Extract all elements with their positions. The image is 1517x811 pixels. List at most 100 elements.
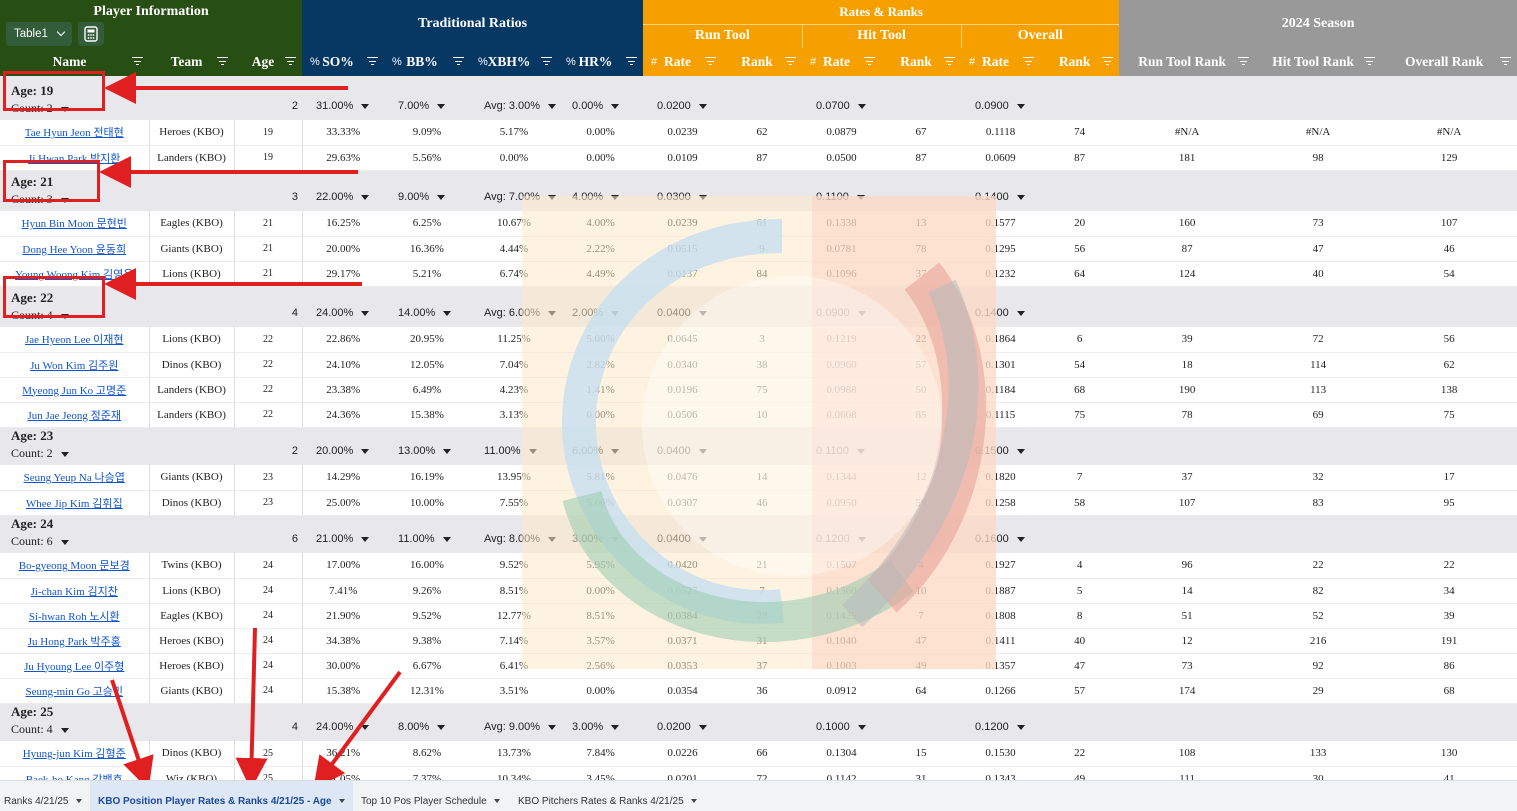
summary-ovr[interactable]: 0.1200 bbox=[961, 703, 1041, 741]
caret-down-icon[interactable] bbox=[60, 727, 69, 733]
caret-down-icon[interactable] bbox=[361, 536, 370, 542]
summary-hit[interactable]: 0.1100 bbox=[802, 170, 882, 211]
summary-ovr[interactable]: 0.1400 bbox=[961, 286, 1041, 327]
caret-down-icon[interactable] bbox=[361, 194, 370, 200]
caret-down-icon[interactable] bbox=[443, 448, 452, 454]
caret-down-icon[interactable] bbox=[1016, 448, 1025, 454]
caret-down-icon[interactable] bbox=[856, 194, 865, 200]
summary-so[interactable]: 21.00% bbox=[302, 515, 385, 553]
table-row[interactable]: Jae Hyeon Lee 이재현 Lions (KBO) 22 22.86% 20.9… bbox=[0, 327, 1517, 353]
caret-down-icon[interactable] bbox=[698, 536, 707, 542]
caret-down-icon[interactable] bbox=[690, 799, 697, 804]
summary-hr[interactable]: 6.00% bbox=[558, 427, 644, 465]
player-name-link[interactable]: Seung-min Go 고승민 bbox=[0, 678, 150, 704]
table-row[interactable]: Ju Won Kim 김주원 Dinos (KBO) 22 24.10% 12.05% 7… bbox=[0, 352, 1517, 378]
player-name-link[interactable]: Hyun Bin Moon 문현빈 bbox=[0, 211, 150, 237]
summary-run[interactable]: 0.0300 bbox=[643, 170, 723, 211]
age-group-row[interactable]: Age: 24 Count: 6 6 21.00% 11.00% Avg: 8.00% 3.… bbox=[0, 515, 1517, 553]
summary-ovr[interactable]: 0.1600 bbox=[961, 515, 1041, 553]
table-row[interactable]: Whee Jip Kim 김휘집 Dinos (KBO) 23 25.00% 10.00… bbox=[0, 490, 1517, 516]
table-row[interactable]: Bo-gyeong Moon 문보경 Twins (KBO) 24 17.00% 16.… bbox=[0, 553, 1517, 579]
caret-down-icon[interactable] bbox=[1016, 536, 1025, 542]
calculator-icon[interactable] bbox=[78, 22, 104, 46]
caret-down-icon[interactable] bbox=[443, 310, 452, 316]
summary-hr[interactable]: 2.00% bbox=[558, 286, 644, 327]
caret-down-icon[interactable] bbox=[493, 799, 500, 804]
caret-down-icon[interactable] bbox=[548, 310, 557, 316]
caret-down-icon[interactable] bbox=[442, 536, 451, 542]
filter-icon[interactable] bbox=[705, 57, 717, 66]
age-group-label[interactable]: Age: 23 Count: 2 bbox=[0, 427, 234, 465]
column-header-2[interactable]: Age bbox=[234, 48, 303, 76]
summary-hit[interactable]: 0.1100 bbox=[802, 427, 882, 465]
caret-down-icon[interactable] bbox=[338, 799, 345, 804]
caret-down-icon[interactable] bbox=[611, 724, 620, 730]
summary-xbh[interactable]: Avg: 7.00% bbox=[470, 170, 559, 211]
column-header-8[interactable]: Rank bbox=[722, 48, 803, 76]
summary-hr[interactable]: 3.00% bbox=[558, 515, 644, 553]
sheet-tab-position-player-age[interactable]: KBO Position Player Rates & Ranks 4/21/2… bbox=[90, 781, 353, 811]
summary-run[interactable]: 0.0400 bbox=[643, 427, 723, 465]
caret-down-icon[interactable] bbox=[698, 103, 707, 109]
table-row[interactable]: Young Woong Kim 김영웅 Lions (KBO) 21 29.17% 5.… bbox=[0, 261, 1517, 287]
column-header-4[interactable]: % BB% bbox=[384, 48, 471, 76]
filter-icon[interactable] bbox=[626, 57, 638, 66]
player-name-link[interactable]: Jun Jae Jeong 정준재 bbox=[0, 402, 150, 428]
table-row[interactable]: Hyun Bin Moon 문현빈 Eagles (KBO) 21 16.25% 6.2… bbox=[0, 211, 1517, 237]
player-name-link[interactable]: Ju Won Kim 김주원 bbox=[0, 352, 150, 378]
column-header-11[interactable]: # Rate bbox=[961, 48, 1041, 76]
caret-down-icon[interactable] bbox=[611, 103, 620, 109]
caret-down-icon[interactable] bbox=[361, 448, 370, 454]
column-header-6[interactable]: % HR% bbox=[558, 48, 644, 76]
column-header-12[interactable]: Rank bbox=[1040, 48, 1120, 76]
player-name-link[interactable]: Ju Hyoung Lee 이주형 bbox=[0, 653, 150, 679]
summary-bb[interactable]: 7.00% bbox=[384, 76, 471, 120]
summary-so[interactable]: 31.00% bbox=[302, 76, 385, 120]
summary-ovr[interactable]: 0.1400 bbox=[961, 170, 1041, 211]
table-row[interactable]: Seung-min Go 고승민 Giants (KBO) 24 15.38% 12.3… bbox=[0, 678, 1517, 704]
caret-down-icon[interactable] bbox=[857, 103, 866, 109]
age-group-row[interactable]: Age: 22 Count: 4 4 24.00% 14.00% Avg: 6.00% 2.… bbox=[0, 286, 1517, 327]
caret-down-icon[interactable] bbox=[548, 536, 557, 542]
table-row[interactable]: Hyung-jun Kim 김형준 Dinos (KBO) 25 36.21% 8.62… bbox=[0, 741, 1517, 767]
caret-down-icon[interactable] bbox=[60, 539, 69, 545]
caret-down-icon[interactable] bbox=[611, 310, 620, 316]
summary-hr[interactable]: 0.00% bbox=[558, 76, 644, 120]
summary-so[interactable]: 22.00% bbox=[302, 170, 385, 211]
filter-icon[interactable] bbox=[453, 57, 465, 66]
filter-icon[interactable] bbox=[1102, 57, 1114, 66]
summary-run[interactable]: 0.0400 bbox=[643, 515, 723, 553]
player-name-link[interactable]: Dong Hee Yoon 윤동희 bbox=[0, 236, 150, 262]
filter-icon[interactable] bbox=[1023, 57, 1035, 66]
caret-down-icon[interactable] bbox=[548, 194, 557, 200]
caret-down-icon[interactable] bbox=[698, 194, 707, 200]
player-name-link[interactable]: Seung Yeup Na 나승엽 bbox=[0, 465, 150, 491]
filter-icon[interactable] bbox=[367, 57, 379, 66]
filter-icon[interactable] bbox=[785, 57, 797, 66]
player-name-link[interactable]: Whee Jip Kim 김휘집 bbox=[0, 490, 150, 516]
column-header-10[interactable]: Rank bbox=[881, 48, 962, 76]
caret-down-icon[interactable] bbox=[361, 724, 370, 730]
player-name-link[interactable]: Myeong Jun Ko 고명준 bbox=[0, 377, 150, 403]
age-group-row[interactable]: Age: 19 Count: 2 2 31.00% 7.00% Avg: 3.00% 0.0… bbox=[0, 76, 1517, 120]
filter-icon[interactable] bbox=[1500, 57, 1512, 66]
summary-so[interactable]: 24.00% bbox=[302, 286, 385, 327]
caret-down-icon[interactable] bbox=[857, 536, 866, 542]
column-header-13[interactable]: Run Tool Rank bbox=[1119, 48, 1256, 76]
filter-icon[interactable] bbox=[285, 57, 297, 66]
summary-hit[interactable]: 0.1200 bbox=[802, 515, 882, 553]
column-header-1[interactable]: Team bbox=[149, 48, 234, 76]
caret-down-icon[interactable] bbox=[857, 724, 866, 730]
summary-xbh[interactable]: Avg: 6.00% bbox=[470, 286, 559, 327]
summary-run[interactable]: 0.0200 bbox=[643, 76, 723, 120]
caret-down-icon[interactable] bbox=[1016, 194, 1025, 200]
filter-icon[interactable] bbox=[541, 57, 553, 66]
column-header-3[interactable]: % SO% bbox=[302, 48, 385, 76]
filter-icon[interactable] bbox=[132, 57, 143, 66]
caret-down-icon[interactable] bbox=[698, 310, 707, 316]
column-header-7[interactable]: # Rate bbox=[643, 48, 723, 76]
table-row[interactable]: Ji-chan Kim 김지찬 Lions (KBO) 24 7.41% 9.26% 8.… bbox=[0, 578, 1517, 604]
age-group-label[interactable]: Age: 24 Count: 6 bbox=[0, 515, 234, 553]
caret-down-icon[interactable] bbox=[1016, 310, 1025, 316]
caret-down-icon[interactable] bbox=[361, 103, 370, 109]
